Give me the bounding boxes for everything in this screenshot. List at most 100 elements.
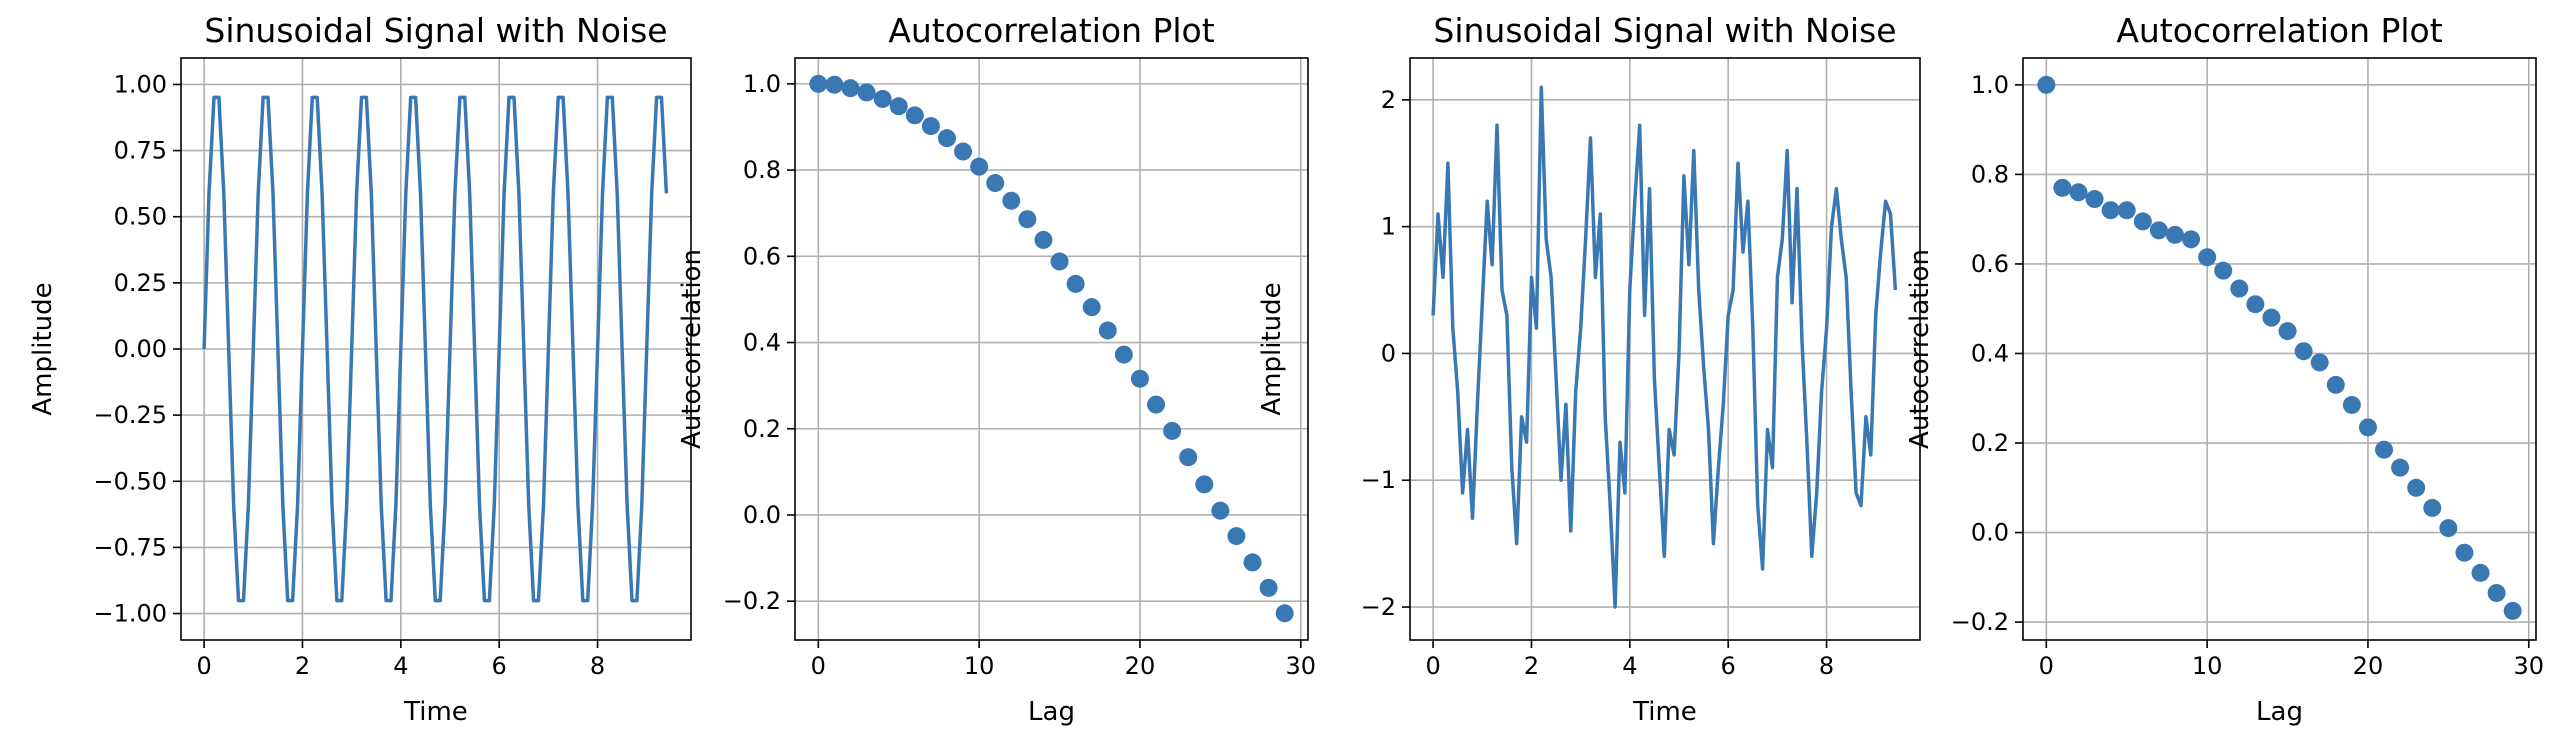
data-point — [2342, 395, 2361, 414]
axes-frame — [1409, 57, 1921, 641]
y-axis-label: Amplitude — [28, 282, 58, 415]
y-tick-label: 0.2 — [1971, 429, 2009, 457]
y-tick-label: 0.4 — [1971, 339, 2009, 367]
chart-title: Autocorrelation Plot — [888, 11, 1214, 50]
x-tick-label: 4 — [1622, 652, 1637, 680]
series-line — [1431, 85, 1898, 609]
data-point — [841, 79, 860, 98]
data-point — [2053, 178, 2072, 197]
x-tick-label: 30 — [2513, 652, 2544, 680]
data-point — [2101, 201, 2120, 220]
data-point — [970, 157, 989, 176]
x-axis-label: Time — [403, 697, 468, 727]
data-point — [809, 74, 828, 93]
data-point — [1082, 298, 1101, 317]
data-point — [2246, 295, 2265, 314]
data-point — [1227, 527, 1246, 546]
x-axis-label: Lag — [1028, 697, 1075, 727]
chart-title: Autocorrelation Plot — [2116, 11, 2442, 50]
data-point — [2455, 543, 2474, 562]
y-tick-label: 2 — [1381, 86, 1396, 114]
data-point — [2214, 261, 2233, 280]
data-point — [2262, 308, 2281, 327]
data-point — [825, 75, 844, 94]
y-tick-label: 0.6 — [743, 242, 781, 270]
data-point — [2439, 519, 2458, 538]
data-point — [2117, 201, 2136, 220]
x-axis-label: Lag — [2256, 697, 2303, 727]
y-axis-label: Amplitude — [1257, 282, 1287, 415]
x-tick-label: 2 — [295, 652, 310, 680]
data-point — [954, 142, 973, 161]
x-tick-label: 20 — [1125, 652, 1156, 680]
data-point — [1147, 395, 1166, 414]
y-tick-label: 0.00 — [114, 335, 167, 363]
chart-title: Sinusoidal Signal with Noise — [1433, 11, 1896, 50]
x-tick-label: 0 — [811, 652, 826, 680]
data-point — [2294, 342, 2313, 361]
data-point — [1002, 191, 1021, 210]
data-point — [2149, 221, 2168, 240]
data-point — [1114, 345, 1133, 364]
data-point — [937, 129, 956, 148]
y-tick-label: 0.2 — [743, 415, 781, 443]
y-tick-label: 0.4 — [743, 329, 781, 357]
data-point — [1034, 230, 1053, 249]
data-point — [1098, 321, 1117, 340]
chart-panel-1: 0 2 4 6 8 −1.00 −0.75 −0.50 −0.25 0.00 0.25 0.50 0.7… — [28, 11, 692, 727]
series-line — [202, 95, 669, 603]
x-axis-label: Time — [1632, 697, 1697, 727]
data-point — [1163, 421, 1182, 440]
x-tick-label: 0 — [2039, 652, 2054, 680]
y-tick-label: 0 — [1381, 339, 1396, 367]
data-point — [873, 89, 892, 108]
data-point — [857, 83, 876, 102]
y-tick-label: 0.75 — [114, 137, 167, 165]
data-point — [2182, 230, 2201, 249]
y-tick-label: 1.00 — [114, 70, 167, 98]
data-point — [2133, 212, 2152, 231]
x-tick-label: 30 — [1285, 652, 1316, 680]
data-point — [2310, 353, 2329, 372]
data-point — [2198, 248, 2217, 267]
y-tick-label: −0.25 — [93, 401, 167, 429]
axes-frame — [794, 57, 1309, 641]
data-point — [1050, 252, 1069, 271]
data-point — [2503, 601, 2522, 620]
data-point — [2165, 225, 2184, 244]
data-point — [986, 174, 1005, 193]
data-point — [1259, 578, 1278, 597]
data-point — [1130, 369, 1149, 388]
y-axis-label: Autocorrelation — [677, 249, 707, 449]
y-tick-label: −1.00 — [93, 600, 167, 628]
y-tick-label: 0.6 — [1971, 250, 2009, 278]
y-tick-label: −0.2 — [723, 587, 781, 615]
x-tick-label: 6 — [492, 652, 507, 680]
axes-frame — [2022, 57, 2537, 641]
y-tick-label: 0.8 — [1971, 160, 2009, 188]
data-point — [2358, 418, 2377, 437]
x-tick-label: 2 — [1524, 652, 1539, 680]
data-point — [2471, 563, 2490, 582]
y-tick-label: −0.50 — [93, 467, 167, 495]
x-tick-label: 8 — [1819, 652, 1834, 680]
data-point — [2375, 440, 2394, 459]
data-point — [921, 117, 940, 136]
data-point — [1211, 501, 1230, 520]
data-point — [1275, 604, 1294, 623]
y-tick-label: −2 — [1361, 593, 1396, 621]
x-tick-label: 6 — [1721, 652, 1736, 680]
y-tick-label: −0.75 — [93, 533, 167, 561]
x-tick-label: 20 — [2353, 652, 2384, 680]
data-point — [2278, 322, 2297, 341]
data-point — [2407, 478, 2426, 497]
chart-panel-2: 0 10 20 30 −0.2 0.0 0.2 0.4 0.6 0.8 1.0 Autocorrela… — [677, 11, 1316, 727]
chart-panel-3: 0 2 4 6 8 −2 −1 0 1 2 Sinusoidal Signal with Noise… — [1257, 11, 1921, 727]
data-point — [2423, 498, 2442, 517]
y-tick-label: 1.0 — [1971, 71, 2009, 99]
data-point — [2391, 458, 2410, 477]
data-point — [2085, 190, 2104, 209]
data-point — [2069, 183, 2088, 202]
x-tick-label: 0 — [1425, 652, 1440, 680]
y-tick-label: 1 — [1381, 213, 1396, 241]
